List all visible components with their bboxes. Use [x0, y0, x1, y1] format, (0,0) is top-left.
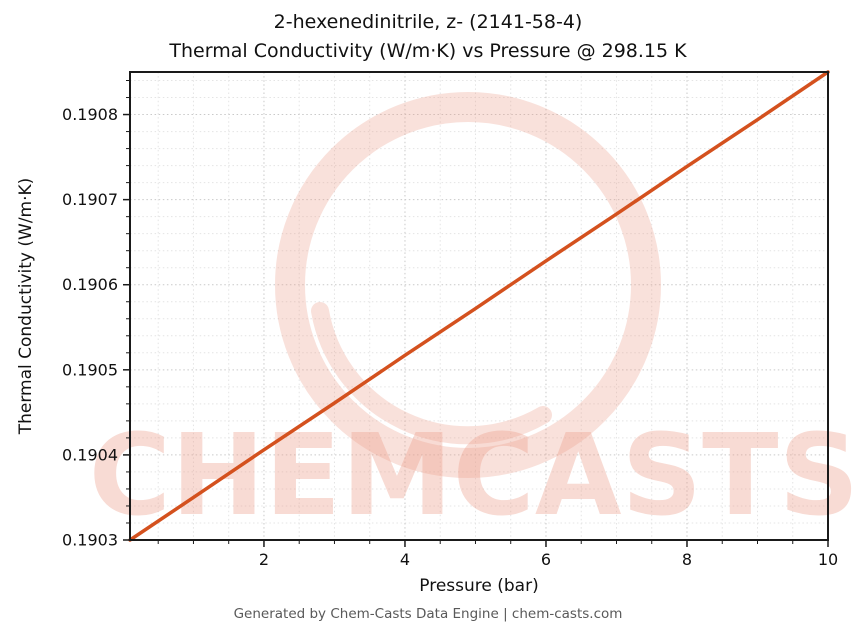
y-tick-label: 0.1907 — [62, 190, 118, 209]
y-tick-label: 0.1905 — [62, 360, 118, 379]
x-axis-label: Pressure (bar) — [419, 576, 539, 596]
chart-title: 2-hexenedinitrile, z- (2141-58-4) Therma… — [0, 8, 856, 66]
chart-title-line1: 2-hexenedinitrile, z- (2141-58-4) — [273, 11, 583, 33]
y-tick-label: 0.1903 — [62, 531, 118, 550]
x-tick-label: 6 — [541, 550, 551, 569]
footer-credit: Generated by Chem-Casts Data Engine | ch… — [233, 606, 623, 622]
y-tick-label: 0.1906 — [62, 275, 118, 294]
y-axis-label: Thermal Conductivity (W/m·K) — [16, 177, 36, 435]
y-tick-label: 0.1904 — [62, 445, 118, 464]
watermark-text: CHEMCASTS — [89, 411, 856, 541]
data-series-line — [128, 70, 830, 542]
plot-frame — [129, 71, 829, 541]
x-tick-label: 2 — [259, 550, 269, 569]
x-tick-label: 4 — [400, 550, 410, 569]
x-tick-label: 8 — [682, 550, 692, 569]
watermark-swirl-inner-icon — [311, 302, 552, 445]
chart-title-line2: Thermal Conductivity (W/m·K) vs Pressure… — [169, 40, 687, 62]
x-tick-label: 10 — [818, 550, 838, 569]
y-tick-label: 0.1908 — [62, 105, 118, 124]
watermark-swirl-icon — [275, 92, 661, 478]
